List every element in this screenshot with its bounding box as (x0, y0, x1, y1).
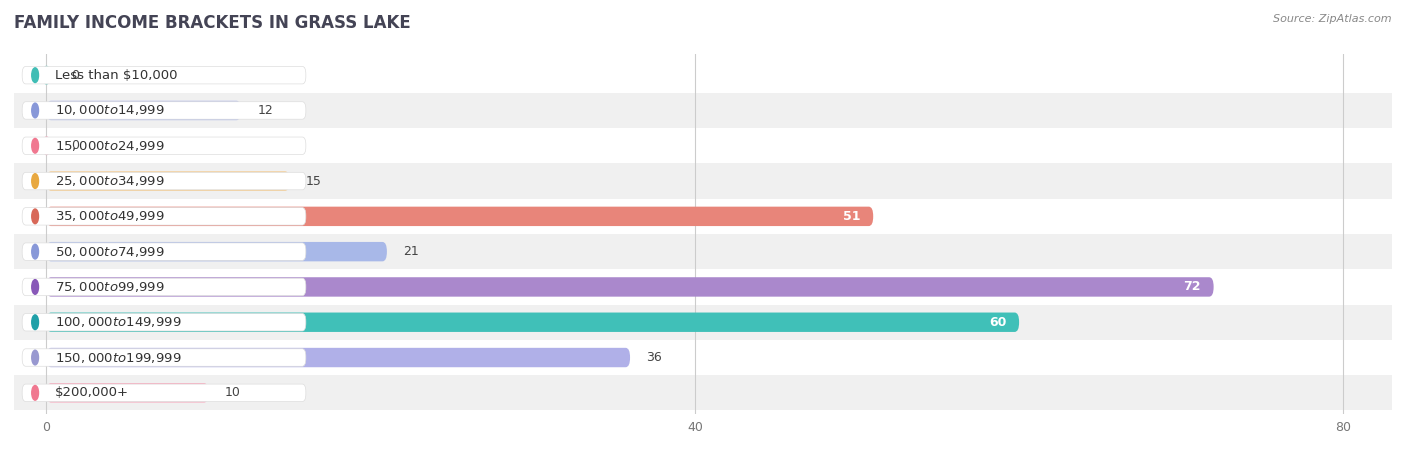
Text: $25,000 to $34,999: $25,000 to $34,999 (55, 174, 165, 188)
FancyBboxPatch shape (46, 171, 290, 191)
Text: 10: 10 (225, 386, 240, 399)
Text: 0: 0 (70, 139, 79, 152)
Circle shape (32, 386, 38, 400)
Bar (14, 128, 1392, 163)
Bar (14, 305, 1392, 340)
Circle shape (32, 68, 38, 82)
Circle shape (32, 279, 38, 294)
Text: $10,000 to $14,999: $10,000 to $14,999 (55, 104, 165, 117)
FancyBboxPatch shape (46, 207, 873, 226)
Text: $100,000 to $149,999: $100,000 to $149,999 (55, 315, 181, 329)
FancyBboxPatch shape (22, 314, 307, 331)
Text: 60: 60 (988, 316, 1007, 329)
Text: $150,000 to $199,999: $150,000 to $199,999 (55, 351, 181, 364)
Bar (14, 58, 1392, 93)
FancyBboxPatch shape (22, 67, 307, 84)
Text: Less than $10,000: Less than $10,000 (55, 69, 177, 82)
Text: 0: 0 (70, 69, 79, 82)
FancyBboxPatch shape (46, 383, 208, 403)
Text: 15: 15 (307, 175, 322, 188)
Circle shape (42, 67, 51, 84)
FancyBboxPatch shape (22, 243, 307, 261)
FancyBboxPatch shape (22, 172, 307, 190)
FancyBboxPatch shape (46, 277, 1213, 297)
FancyBboxPatch shape (46, 348, 630, 367)
FancyBboxPatch shape (22, 102, 307, 119)
FancyBboxPatch shape (22, 384, 307, 401)
FancyBboxPatch shape (22, 207, 307, 225)
FancyBboxPatch shape (22, 278, 307, 296)
FancyBboxPatch shape (22, 349, 307, 366)
Bar (14, 163, 1392, 199)
Circle shape (32, 174, 38, 189)
Text: 12: 12 (257, 104, 273, 117)
Circle shape (32, 315, 38, 329)
Text: $35,000 to $49,999: $35,000 to $49,999 (55, 209, 165, 223)
Bar (14, 340, 1392, 375)
Text: 21: 21 (404, 245, 419, 258)
Bar (14, 93, 1392, 128)
Text: Source: ZipAtlas.com: Source: ZipAtlas.com (1274, 14, 1392, 23)
Text: $15,000 to $24,999: $15,000 to $24,999 (55, 139, 165, 153)
Text: 72: 72 (1184, 280, 1201, 293)
Bar (14, 375, 1392, 410)
Circle shape (32, 209, 38, 224)
Bar (14, 199, 1392, 234)
FancyBboxPatch shape (46, 101, 240, 120)
FancyBboxPatch shape (46, 242, 387, 261)
Text: $50,000 to $74,999: $50,000 to $74,999 (55, 245, 165, 259)
Circle shape (42, 137, 51, 154)
Text: 36: 36 (647, 351, 662, 364)
Bar (14, 234, 1392, 269)
Bar (14, 269, 1392, 305)
Circle shape (32, 103, 38, 118)
FancyBboxPatch shape (46, 313, 1019, 332)
Circle shape (32, 244, 38, 259)
Text: $75,000 to $99,999: $75,000 to $99,999 (55, 280, 165, 294)
Text: 51: 51 (842, 210, 860, 223)
Text: FAMILY INCOME BRACKETS IN GRASS LAKE: FAMILY INCOME BRACKETS IN GRASS LAKE (14, 14, 411, 32)
FancyBboxPatch shape (22, 137, 307, 154)
Circle shape (32, 139, 38, 153)
Circle shape (32, 350, 38, 365)
Text: $200,000+: $200,000+ (55, 386, 128, 399)
